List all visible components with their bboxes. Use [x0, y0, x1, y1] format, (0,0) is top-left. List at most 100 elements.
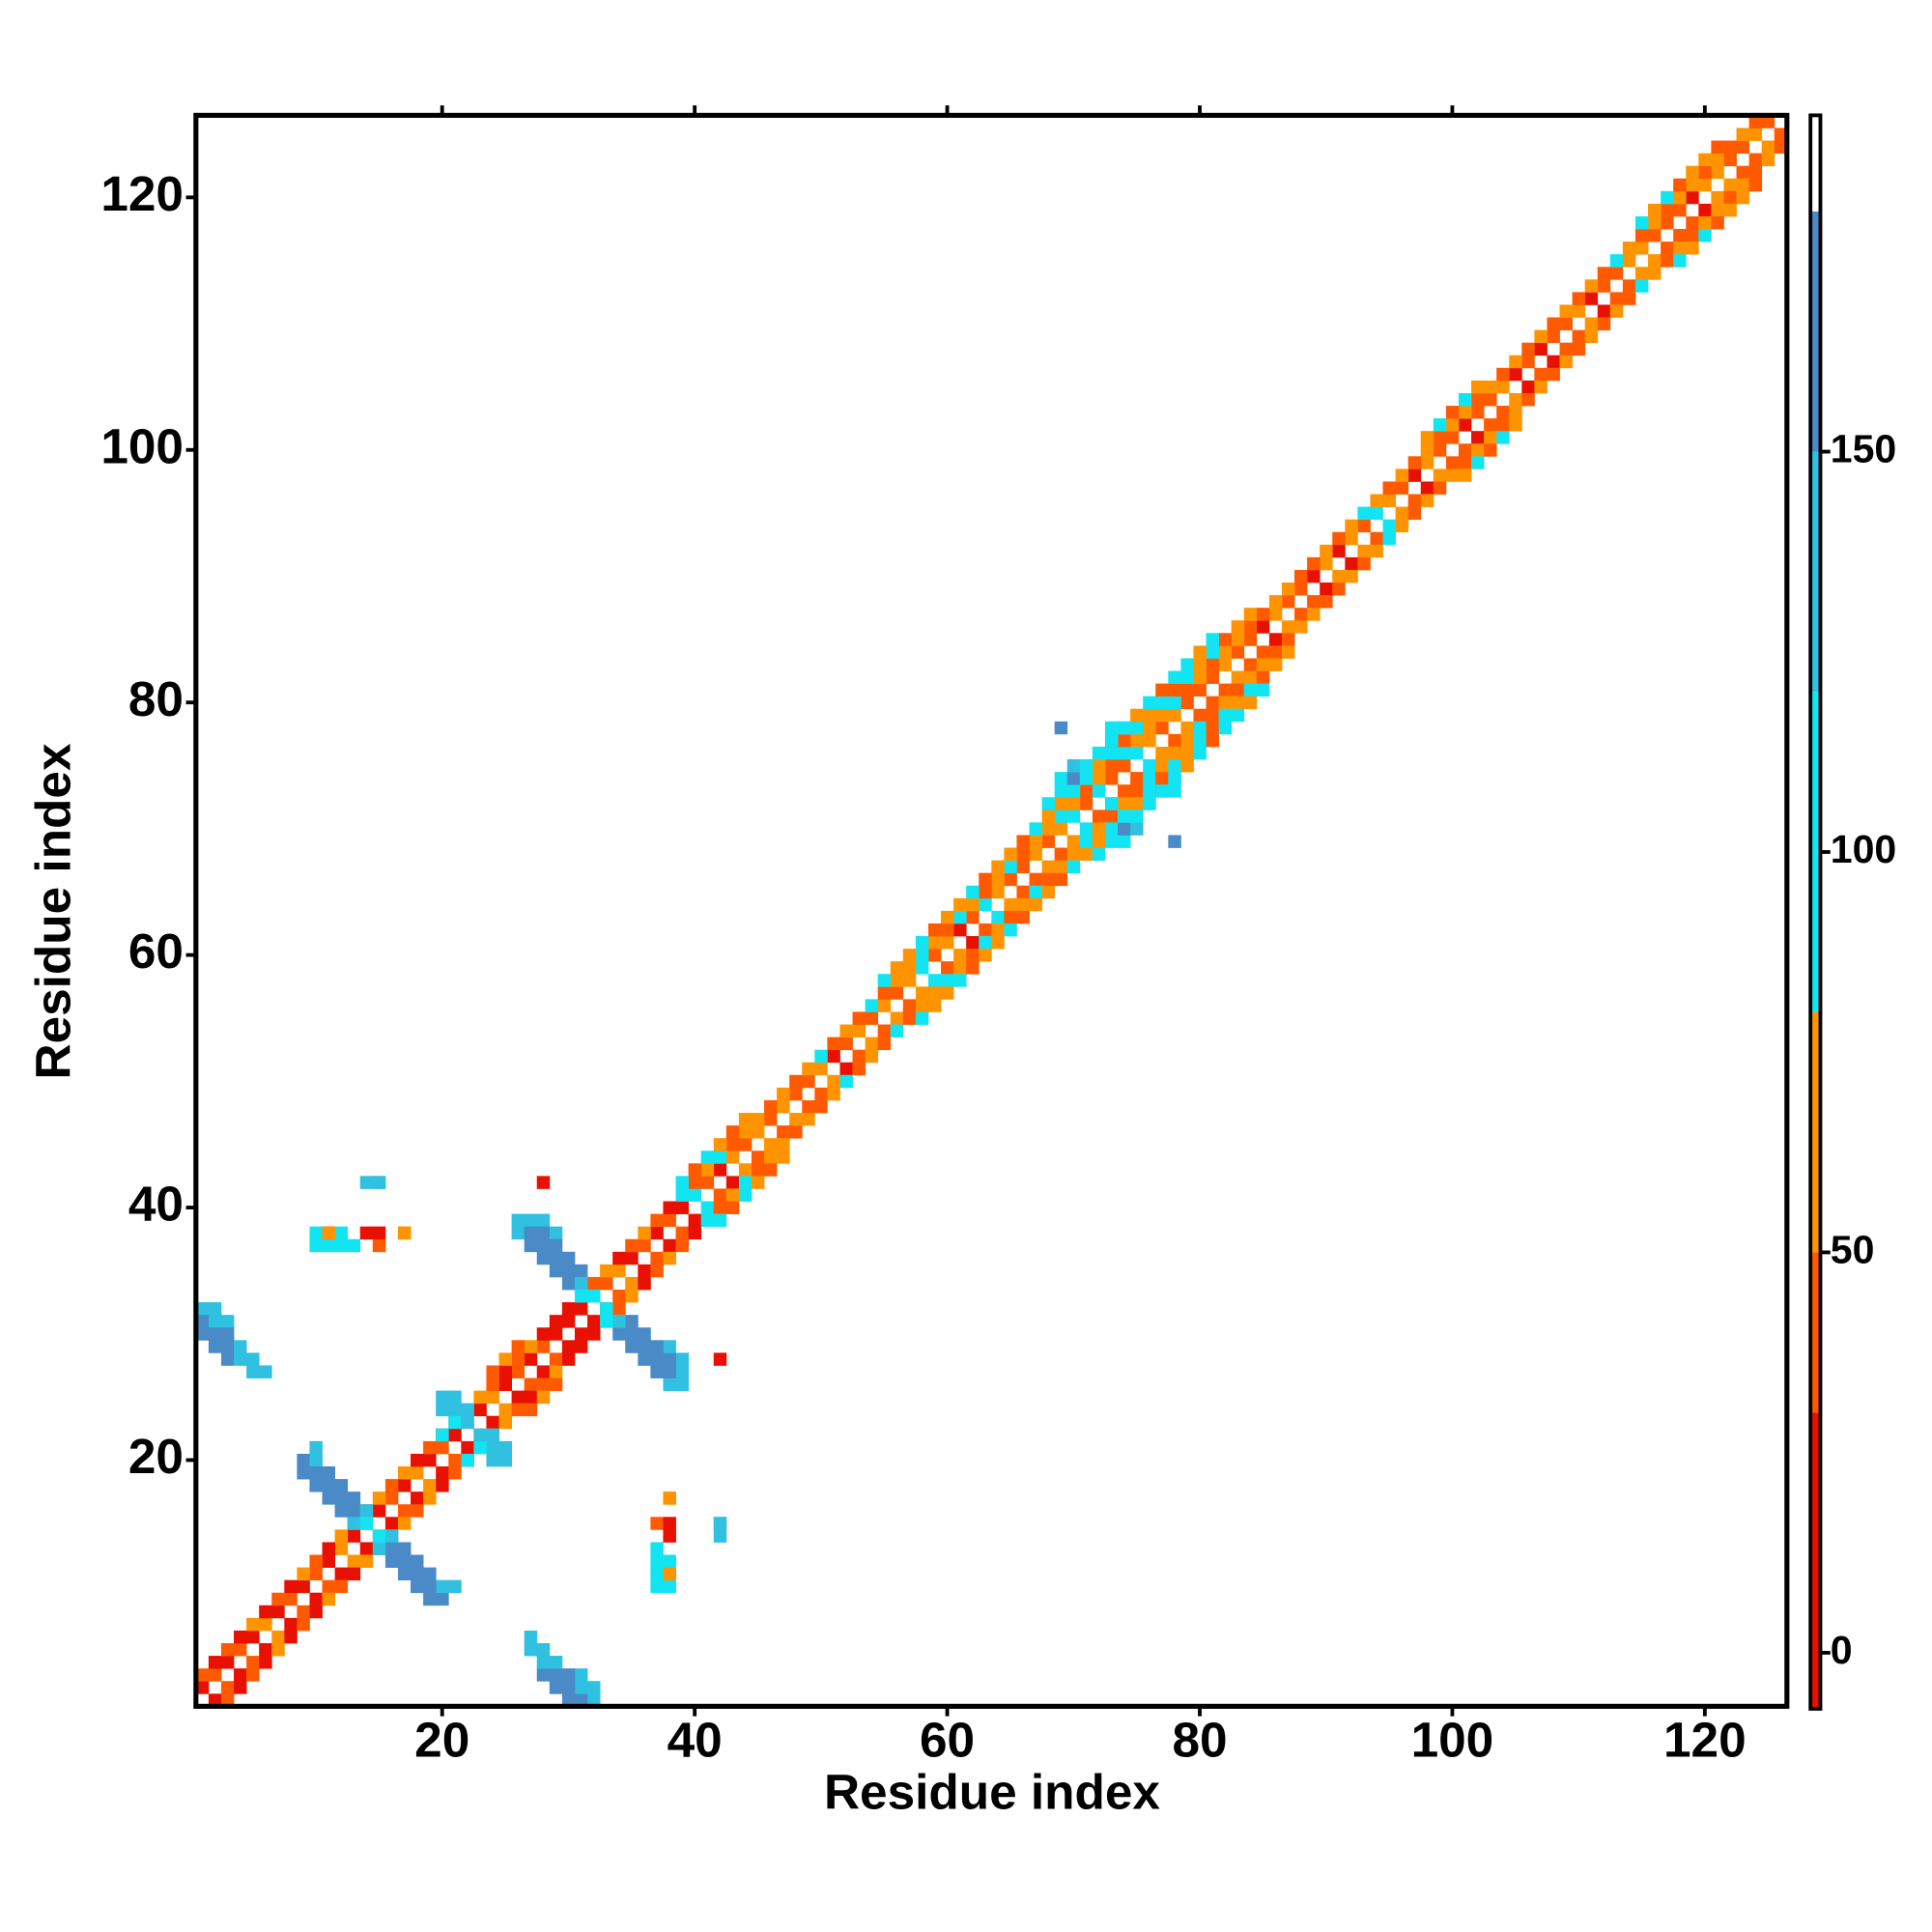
heatmap-cell — [334, 1226, 349, 1240]
heatmap-cell — [259, 1605, 272, 1619]
heatmap-cell — [549, 1365, 563, 1378]
heatmap-cell — [1155, 759, 1169, 773]
heatmap-cell — [220, 1643, 235, 1657]
heatmap-cell — [1686, 190, 1699, 205]
heatmap-cell — [1711, 190, 1724, 205]
heatmap-cell — [1597, 279, 1611, 293]
heatmap-cell — [675, 1378, 689, 1391]
heatmap-cell — [663, 1201, 676, 1214]
heatmap-cell — [1686, 165, 1699, 180]
heatmap-cell — [688, 1188, 702, 1202]
heatmap-cell — [1231, 670, 1245, 684]
heatmap-cell — [297, 1466, 310, 1480]
heatmap-cell — [1180, 746, 1194, 760]
heatmap-cell — [309, 1479, 323, 1492]
y-tick-label: 100 — [100, 418, 184, 473]
heatmap-cell — [246, 1352, 260, 1366]
heatmap-cell — [688, 1226, 702, 1240]
heatmap-cell — [877, 999, 892, 1012]
heatmap-cell — [777, 1151, 790, 1164]
heatmap-cell — [397, 1504, 412, 1518]
heatmap-cell — [1572, 329, 1586, 344]
heatmap-cell — [309, 1238, 323, 1253]
heatmap-cell — [322, 1554, 335, 1568]
heatmap-cell — [738, 1113, 753, 1126]
heatmap-cell — [436, 1403, 449, 1417]
heatmap-cell — [1534, 342, 1548, 356]
heatmap-cell — [1458, 443, 1472, 457]
heatmap-cell — [309, 1554, 323, 1568]
heatmap-cell — [1079, 784, 1094, 798]
heatmap-cell — [1168, 784, 1181, 798]
heatmap-cell — [220, 1315, 235, 1328]
x-tick-label: 80 — [1172, 1712, 1227, 1767]
heatmap-cell — [789, 1113, 803, 1126]
heatmap-cell — [1130, 797, 1144, 810]
heatmap-cell — [600, 1264, 613, 1278]
heatmap-cell — [1218, 645, 1233, 659]
heatmap-cell — [1155, 784, 1169, 798]
heatmap-cell — [1004, 860, 1017, 874]
heatmap-cell — [1471, 380, 1485, 394]
heatmap-cell — [384, 1554, 399, 1568]
heatmap-cell — [1661, 203, 1674, 217]
heatmap-cell — [1193, 658, 1207, 671]
heatmap-cell — [347, 1554, 361, 1568]
heatmap-cell — [650, 1567, 664, 1581]
heatmap-cell — [675, 1188, 689, 1202]
heatmap-cell — [1496, 367, 1510, 382]
heatmap-cell — [220, 1681, 235, 1694]
heatmap-cell — [1193, 683, 1207, 697]
heatmap-cell — [397, 1554, 412, 1568]
heatmap-cell — [1572, 304, 1586, 318]
heatmap-cell — [372, 1492, 386, 1505]
heatmap-cell — [1193, 645, 1207, 659]
heatmap-cell — [915, 986, 929, 1000]
heatmap-cell — [1332, 582, 1346, 596]
heatmap-cell — [902, 999, 917, 1012]
heatmap-cell — [574, 1290, 588, 1303]
heatmap-cell — [1370, 494, 1383, 507]
heatmap-cell — [549, 1327, 563, 1341]
heatmap-cell — [461, 1453, 474, 1467]
heatmap-cell — [1736, 190, 1749, 205]
heatmap-cell — [738, 1176, 753, 1189]
heatmap-cell — [1698, 215, 1712, 230]
heatmap-cell — [1407, 469, 1422, 482]
heatmap-cell — [220, 1352, 235, 1366]
heatmap-cell — [991, 923, 1005, 937]
heatmap-cell — [688, 1176, 702, 1189]
heatmap-cell — [1016, 885, 1030, 899]
heatmap-cell — [713, 1138, 727, 1151]
heatmap-cell — [1559, 317, 1573, 330]
heatmap-cell — [486, 1453, 499, 1467]
colorbar-tick-label: 100 — [1831, 827, 1897, 871]
heatmap-cell — [839, 1037, 853, 1051]
heatmap-cell — [725, 1176, 740, 1189]
heatmap-cell — [1648, 267, 1662, 280]
heatmap-cell — [663, 1492, 676, 1505]
heatmap-cell — [979, 885, 992, 899]
heatmap-cell — [1547, 329, 1560, 344]
heatmap-cell — [1534, 367, 1548, 382]
heatmap-cell — [1294, 582, 1308, 596]
heatmap-cell — [359, 1176, 374, 1189]
heatmap-cell — [574, 1302, 588, 1316]
heatmap-cell — [1509, 355, 1522, 369]
heatmap-cell — [675, 1226, 689, 1240]
heatmap-cell — [259, 1643, 272, 1657]
heatmap-cell — [536, 1390, 551, 1405]
heatmap-cell — [839, 1024, 853, 1037]
heatmap-cell — [675, 1201, 689, 1214]
heatmap-cell — [1092, 835, 1106, 848]
heatmap-cell — [777, 1125, 790, 1139]
heatmap-cell — [1761, 140, 1776, 154]
heatmap-cell — [1054, 822, 1068, 836]
heatmap-cell — [1294, 569, 1308, 583]
heatmap-cell — [1155, 708, 1169, 723]
heatmap-cell — [397, 1226, 412, 1240]
heatmap-cell — [915, 949, 929, 962]
heatmap-cell — [1736, 178, 1749, 192]
heatmap-cell — [1066, 835, 1081, 848]
heatmap-cell — [1118, 822, 1131, 836]
